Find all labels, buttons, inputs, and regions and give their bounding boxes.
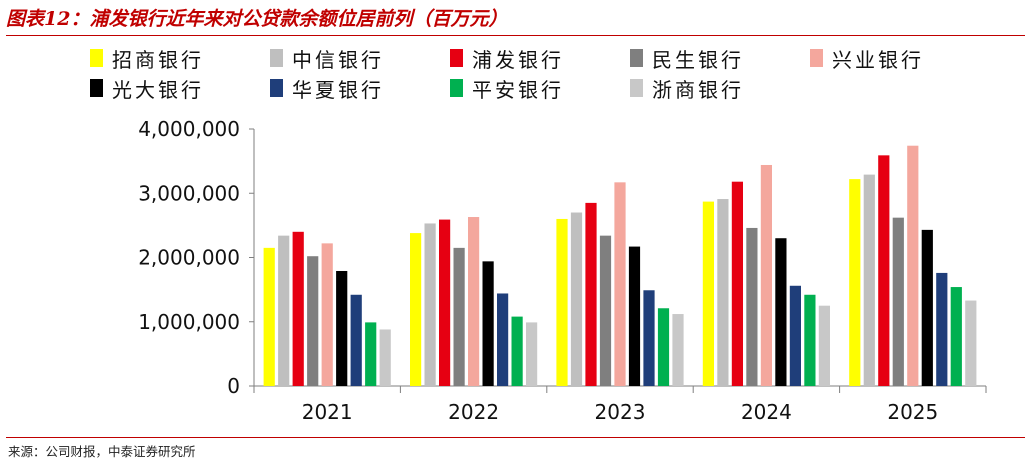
- source-divider: [6, 437, 1025, 438]
- legend-swatch: [270, 49, 283, 67]
- legend-item: 民生银行: [630, 46, 810, 72]
- bar: [746, 227, 758, 386]
- legend-label: 平安银行: [472, 77, 564, 102]
- legend-label: 招商银行: [112, 47, 204, 72]
- bar: [585, 202, 597, 386]
- legend-label: 浦发银行: [472, 47, 564, 72]
- bar: [907, 145, 919, 386]
- bar: [672, 314, 684, 386]
- bar: [365, 322, 377, 386]
- bar: [702, 201, 714, 386]
- bar: [278, 235, 290, 386]
- bar: [614, 182, 626, 386]
- bar: [892, 217, 904, 386]
- legend-item: 兴业银行: [810, 46, 990, 72]
- legend-label: 光大银行: [112, 77, 204, 102]
- bar: [468, 217, 480, 386]
- legend-swatch: [810, 49, 823, 67]
- bar: [321, 243, 333, 386]
- legend-item: 光大银行: [90, 76, 270, 102]
- bar: [643, 290, 655, 386]
- y-tick-label: 0: [227, 374, 240, 398]
- source-note: 来源：公司财报，中泰证券研究所: [8, 444, 196, 459]
- legend-swatch: [270, 79, 283, 97]
- bar: [424, 223, 436, 386]
- x-tick-label: 2025: [887, 400, 938, 424]
- x-tick-label: 2023: [595, 400, 646, 424]
- legend-swatch: [90, 49, 103, 67]
- bar: [482, 261, 494, 386]
- bar: [628, 246, 641, 386]
- legend-swatch: [630, 79, 643, 97]
- legend-item: 浙商银行: [630, 76, 810, 102]
- legend-item: 平安银行: [450, 76, 630, 102]
- figure-title-text: 浦发银行近年来对公贷款余额位居前列（百万元）: [89, 8, 508, 30]
- bar: [453, 247, 465, 386]
- legend-item: 中信银行: [270, 46, 450, 72]
- bar: [804, 294, 816, 386]
- bar: [526, 322, 538, 386]
- bar: [292, 231, 304, 386]
- bar: [878, 155, 890, 386]
- legend-item: 浦发银行: [450, 46, 630, 72]
- bar: [379, 329, 391, 386]
- bar: [511, 316, 523, 386]
- bar: [731, 181, 743, 386]
- bar: [863, 174, 875, 386]
- bar: [556, 218, 568, 386]
- legend-swatch: [450, 79, 463, 97]
- legend-swatch: [450, 49, 463, 67]
- legend-label: 华夏银行: [292, 77, 384, 102]
- bar: [350, 294, 362, 386]
- x-tick-label: 2021: [302, 400, 353, 424]
- legend-swatch: [90, 79, 103, 97]
- y-tick-label: 3,000,000: [138, 181, 240, 205]
- bar: [336, 270, 348, 386]
- legend-swatch: [630, 49, 643, 67]
- y-tick-label: 4,000,000: [138, 117, 240, 141]
- legend-label: 中信银行: [292, 47, 384, 72]
- bar: [950, 287, 962, 386]
- bar: [439, 219, 451, 386]
- legend-label: 兴业银行: [832, 47, 924, 72]
- bar: [789, 285, 801, 386]
- x-tick-label: 2024: [741, 400, 792, 424]
- figure-title: 图表12：浦发银行近年来对公贷款余额位居前列（百万元）: [6, 6, 1025, 36]
- bar: [965, 300, 977, 386]
- bar: [599, 235, 612, 386]
- legend-item: 招商银行: [90, 46, 270, 72]
- bar: [936, 272, 948, 386]
- bar: [263, 247, 275, 386]
- bar: [760, 164, 772, 386]
- chart-legend: 招商银行 中信银行 浦发银行 民生银行 兴业银行光大银行 华夏银行 平安银行 浙商银行: [90, 46, 990, 102]
- figure-label: 图表12：: [6, 8, 90, 30]
- bar: [818, 305, 830, 386]
- bar: [657, 308, 670, 386]
- legend-label: 浙商银行: [652, 77, 744, 102]
- bar: [849, 179, 861, 386]
- bar: [775, 238, 787, 386]
- y-tick-label: 2,000,000: [138, 246, 240, 270]
- y-tick-label: 1,000,000: [138, 310, 240, 334]
- legend-item: 华夏银行: [270, 76, 450, 102]
- bar: [717, 199, 729, 386]
- bar: [921, 229, 933, 386]
- bar: [497, 293, 509, 386]
- bar: [410, 233, 422, 386]
- legend-label: 民生银行: [652, 47, 744, 72]
- x-tick-label: 2022: [448, 400, 499, 424]
- bar: [307, 256, 319, 386]
- bar: [570, 212, 583, 386]
